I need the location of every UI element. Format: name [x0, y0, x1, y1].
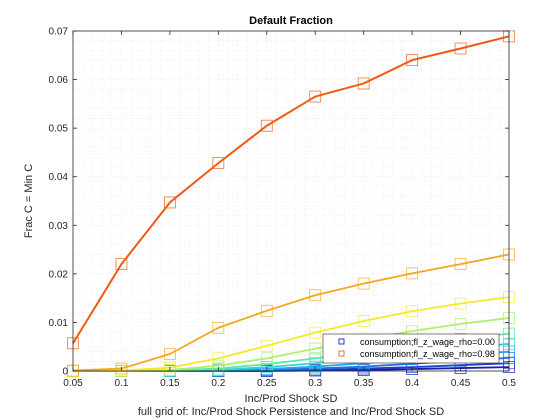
data-point — [406, 267, 419, 280]
legend-marker — [338, 338, 345, 345]
data-point — [309, 326, 322, 339]
data-point — [309, 289, 322, 302]
legend-box — [322, 333, 500, 364]
x-tick-label: 0.2 — [211, 378, 225, 389]
series-3 — [67, 291, 515, 377]
ticks: 0.05 0.1 0.15 0.2 0.25 0.3 0.35 0.4 0.45 0.5 0 0.01… — [49, 27, 517, 390]
x-tick-label: 0.4 — [405, 378, 419, 389]
data-point — [163, 361, 176, 374]
footnote: full grid of: Inc/Prod Shock Persistence… — [138, 406, 444, 418]
x-tick-label: 0.3 — [308, 378, 322, 389]
data-point — [357, 315, 370, 327]
data-point — [115, 362, 128, 375]
series-line — [73, 317, 510, 372]
series-line — [72, 296, 510, 372]
y-tick-label: 0.06 — [49, 75, 69, 86]
series-line — [72, 35, 510, 344]
legend-label: consumption;fl_z_wage_rho=0.00 — [360, 337, 495, 347]
y-tick-label: 0.04 — [49, 172, 69, 183]
data-point — [212, 157, 225, 170]
data-point — [454, 258, 467, 271]
x-tick-label: 0.05 — [63, 378, 83, 389]
data-point — [212, 321, 225, 334]
y-tick-label: 0 — [62, 367, 68, 378]
x-tick-label: 0.45 — [451, 378, 471, 389]
data-point — [163, 348, 176, 360]
legend-entry-2: consumption;fl_z_wage_rho=0.98 — [338, 349, 495, 359]
data-point — [260, 119, 273, 132]
data-point — [309, 90, 322, 103]
data-point — [406, 305, 419, 318]
series-line — [72, 253, 510, 372]
data-point — [454, 42, 467, 55]
data-point — [309, 342, 322, 355]
x-tick-label: 0.5 — [502, 378, 516, 389]
data-point — [212, 352, 225, 365]
data-point — [357, 277, 370, 290]
data-point — [115, 258, 128, 271]
data-point — [260, 339, 273, 352]
x-axis-label: Inc/Prod Shock SD — [245, 393, 338, 405]
y-tick-label: 0.03 — [49, 221, 69, 232]
data-point — [454, 317, 467, 330]
data-point — [260, 304, 273, 317]
legend-marker — [338, 350, 345, 357]
y-tick-label: 0.02 — [49, 269, 69, 280]
x-tick-label: 0.1 — [114, 378, 128, 389]
data-point — [454, 297, 467, 310]
legend: consumption;fl_z_wage_rho=0.00 consumpti… — [322, 333, 500, 364]
data-point — [260, 352, 273, 365]
data-point — [309, 352, 322, 365]
data-point — [163, 196, 176, 209]
legend-entry-1: consumption;fl_z_wage_rho=0.00 — [338, 337, 495, 347]
data-point — [357, 77, 370, 90]
chart-title: Default Fraction — [249, 15, 333, 27]
y-tick-label: 0.07 — [49, 27, 69, 38]
legend-label: consumption;fl_z_wage_rho=0.98 — [360, 349, 495, 359]
axes-box — [72, 30, 510, 372]
y-tick-label: 0.01 — [49, 318, 69, 329]
data-point — [406, 54, 419, 67]
y-tick-label: 0.05 — [49, 124, 69, 135]
grid — [73, 31, 509, 371]
x-tick-label: 0.15 — [160, 378, 180, 389]
x-tick-label: 0.25 — [257, 378, 277, 389]
y-axis-label: Frac C = Min C — [23, 164, 35, 238]
x-tick-label: 0.35 — [354, 378, 374, 389]
